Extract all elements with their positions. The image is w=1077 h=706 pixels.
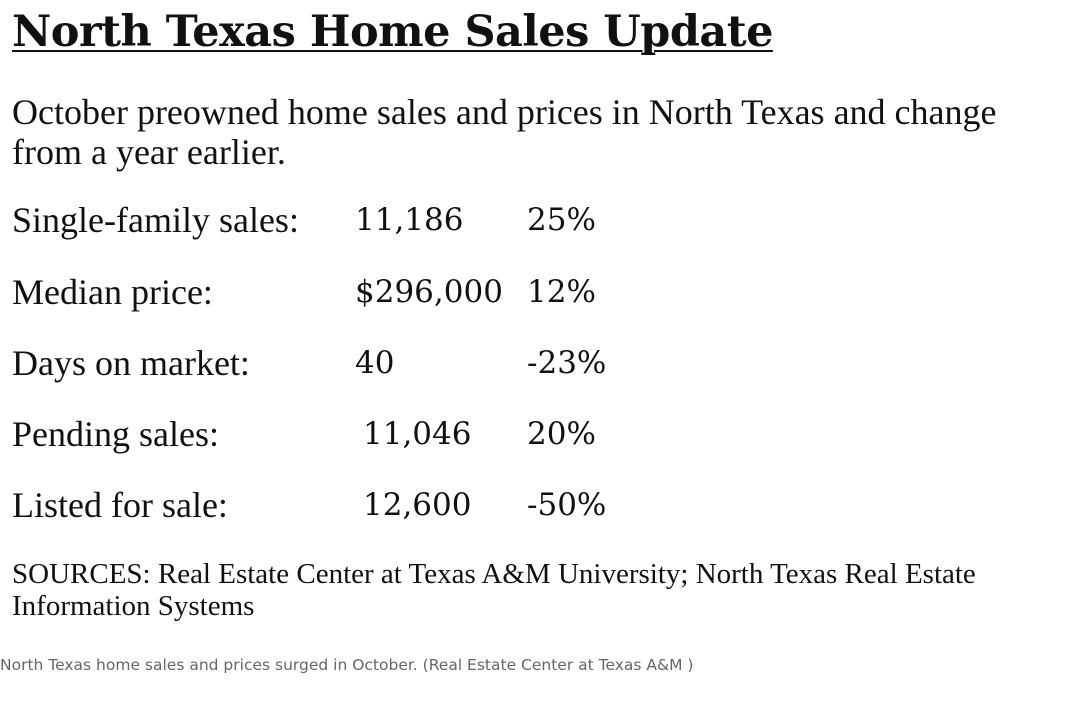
stat-value: 11,046 [363, 416, 472, 452]
image-caption: North Texas home sales and prices surged… [0, 656, 694, 674]
stat-label: Median price: [12, 272, 213, 312]
stat-change: -50% [527, 487, 607, 523]
stat-change: 20% [527, 416, 596, 452]
stat-label: Single-family sales: [12, 200, 299, 240]
stat-change: -23% [527, 345, 607, 381]
stat-value: 40 [355, 345, 395, 381]
stat-value: 12,600 [363, 487, 472, 523]
stat-value: $296,000 [355, 274, 503, 310]
graphic-subtitle: October preowned home sales and prices i… [12, 92, 997, 172]
stat-change: 12% [527, 274, 596, 310]
stat-label: Listed for sale: [12, 485, 228, 525]
stat-value: 11,186 [355, 202, 464, 238]
stat-label: Days on market: [12, 343, 250, 383]
sources-note: SOURCES: Real Estate Center at Texas A&M… [12, 558, 976, 622]
stat-change: 25% [527, 202, 596, 238]
graphic-title: North Texas Home Sales Update [12, 7, 773, 57]
stat-label: Pending sales: [12, 414, 219, 454]
